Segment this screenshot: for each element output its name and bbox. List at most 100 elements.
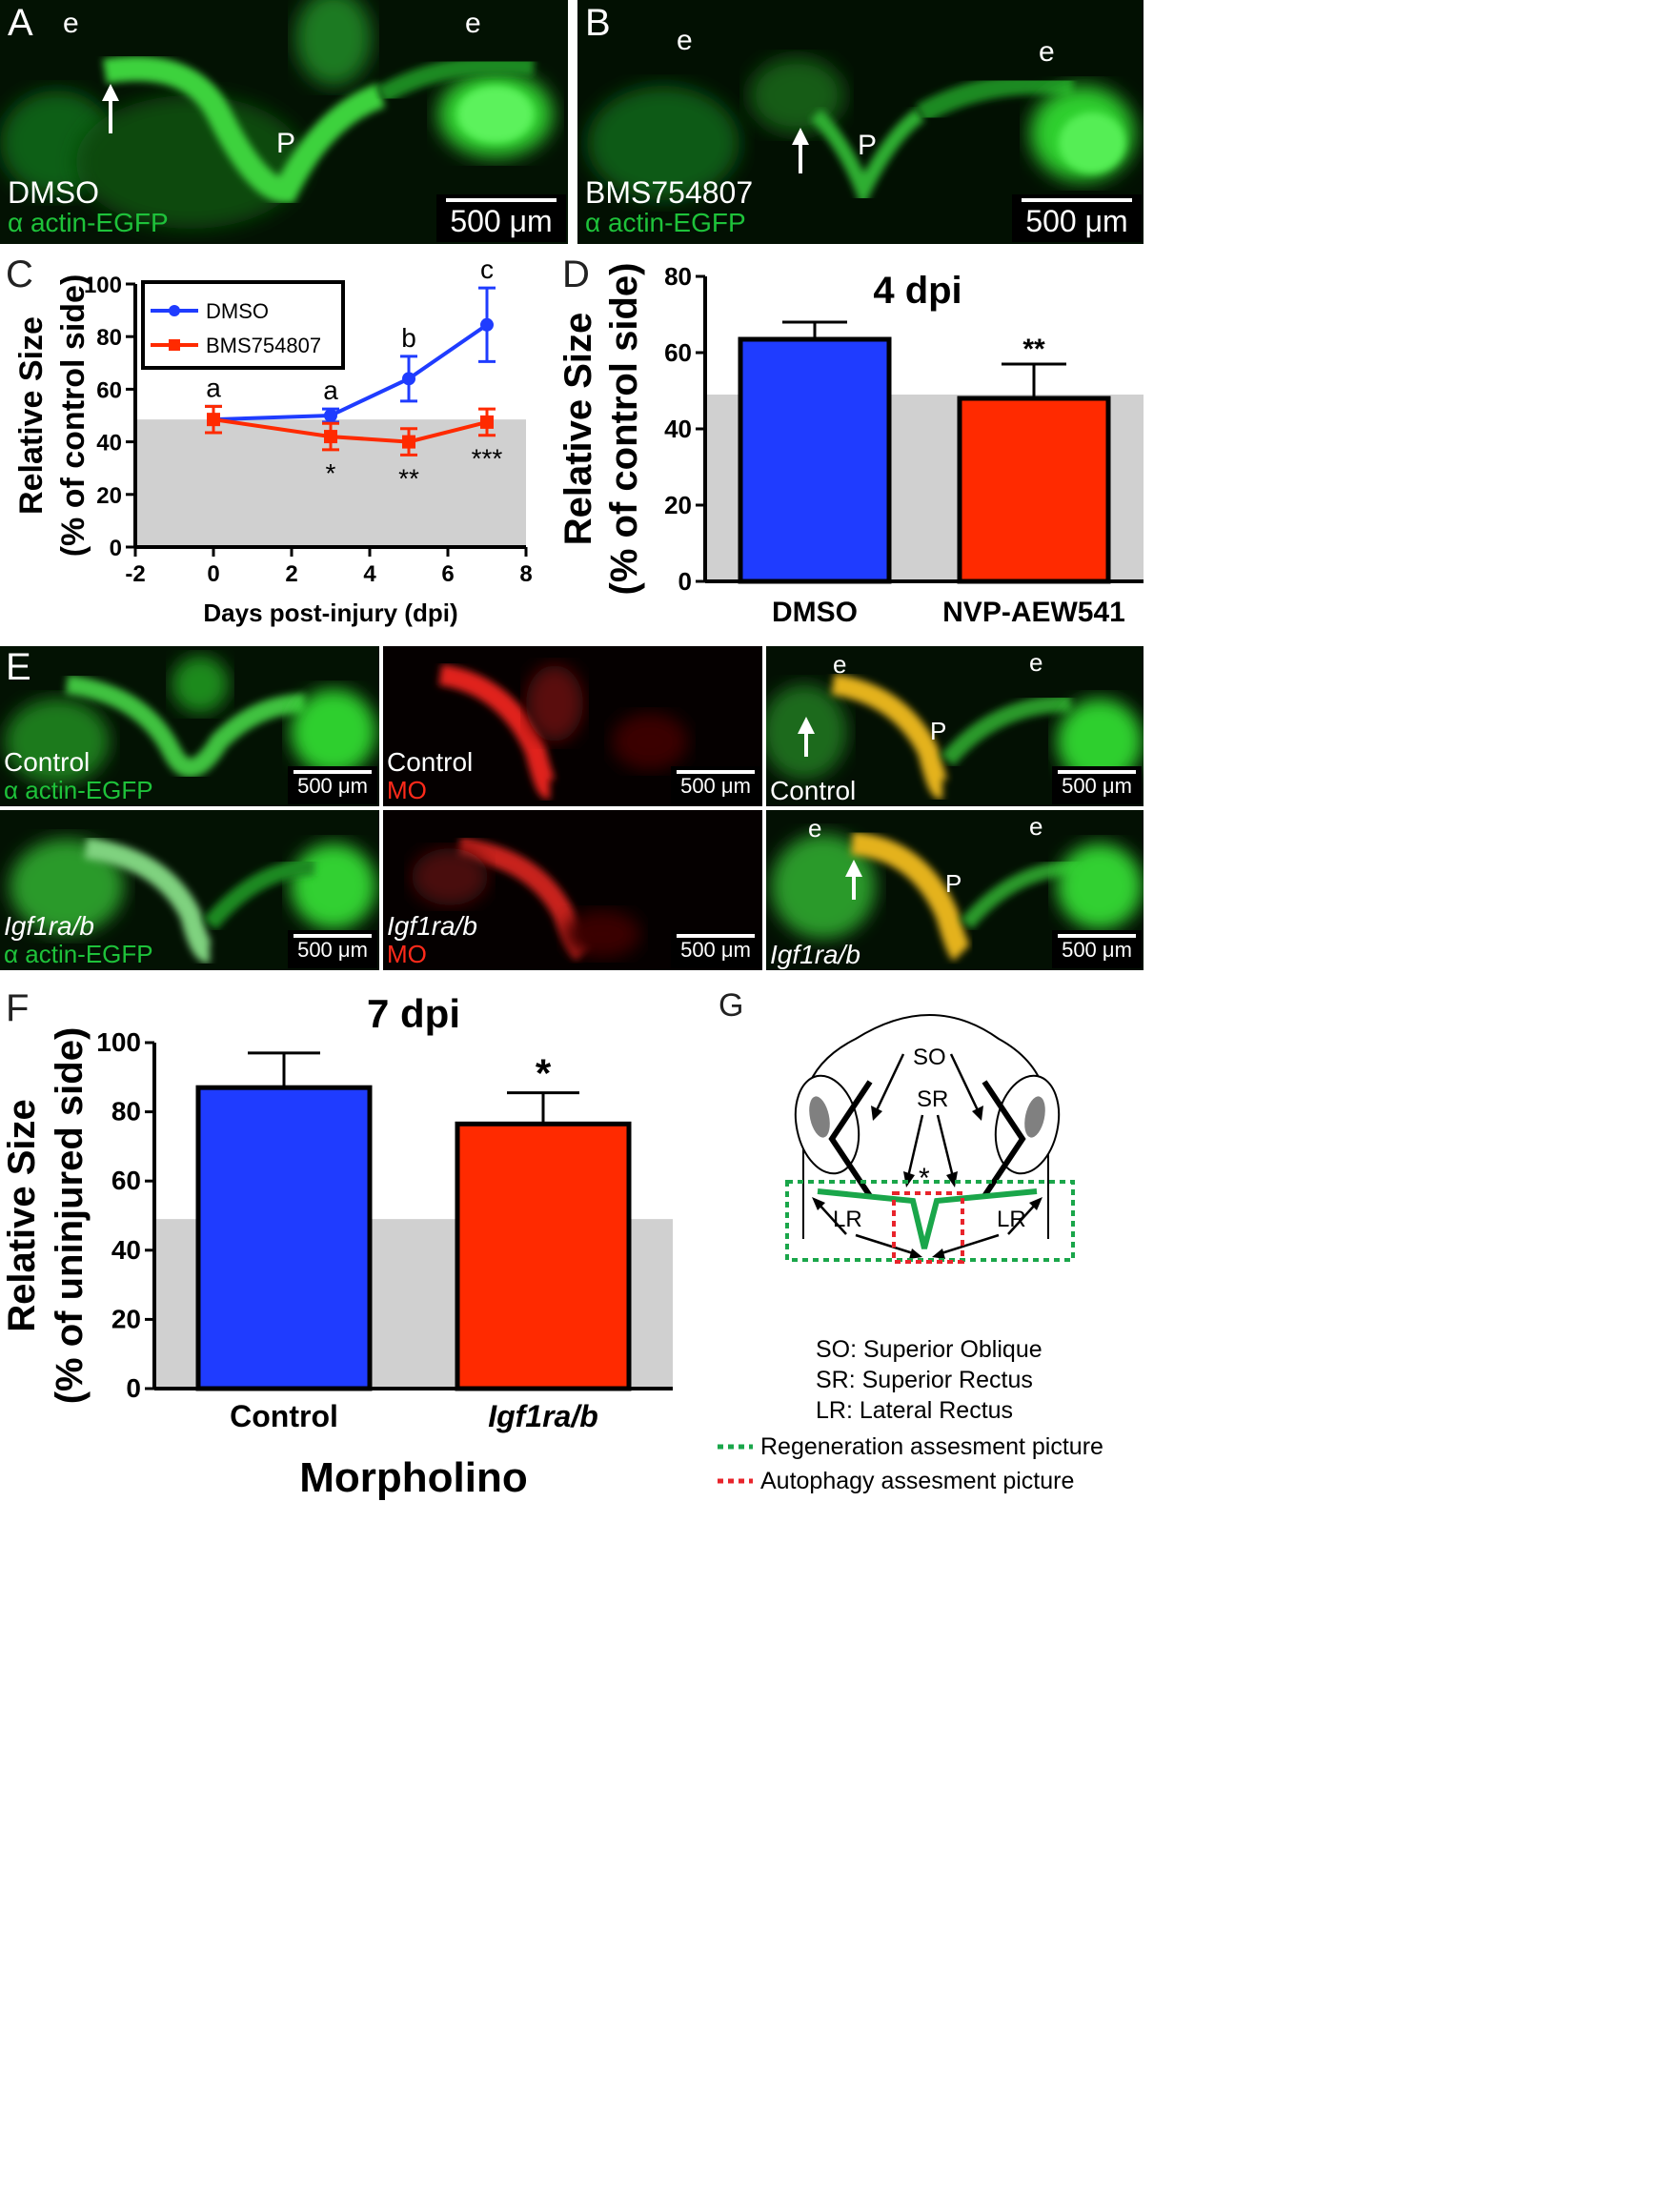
treatment-label: BMS754807: [585, 175, 754, 210]
eye-mark: e: [677, 25, 693, 56]
scale-bar-label: 500 μm: [1062, 774, 1132, 798]
y-axis-label: Relative Size: [557, 313, 599, 546]
significance-marker: **: [1022, 334, 1045, 365]
y-tick-label: 60: [96, 377, 122, 403]
group-label: Igf1ra/b: [387, 911, 477, 941]
series-line: [213, 417, 488, 444]
panel-d: D 0 20 40 60 80 DMSO ** NVP-AEW541 4 dpi Relative…: [557, 250, 1144, 640]
scale-bar: 500 μm: [1052, 766, 1142, 804]
micrograph-image: [766, 810, 1144, 970]
eye-mark: e: [833, 650, 847, 679]
eye-mark: e: [808, 814, 822, 842]
micrograph-e-control-mo: Control MO 500 μm: [383, 646, 762, 806]
y-tick-label: 100: [84, 273, 122, 298]
y-tick-label: 0: [110, 536, 122, 561]
x-tick-label: 8: [519, 561, 532, 587]
left-pupil: [809, 1096, 830, 1138]
significance-marker: *: [326, 458, 336, 488]
scale-bar: 500 μm: [671, 766, 760, 804]
reporter-label: α actin-EGFP: [8, 208, 169, 237]
scale-bar-label: 500 μm: [297, 938, 368, 962]
legend-marker: [169, 305, 180, 316]
injury-star: *: [919, 1163, 930, 1194]
micrograph-a-image: [0, 0, 568, 244]
bar: [738, 336, 892, 584]
y-tick-label: 40: [664, 415, 692, 443]
pulley-mark: P: [930, 717, 947, 745]
scale-bar-label: 500 μm: [1025, 204, 1128, 238]
micrograph-e-igf1rab-merge: e e P Igf1ra/b 500 μm: [766, 810, 1144, 970]
data-point: [402, 372, 415, 386]
x-tick-label: 2: [285, 561, 297, 587]
micrograph-image: [766, 646, 1144, 806]
micrograph-a: A e e P DMSO α actin-EGFP 500 μm: [0, 0, 568, 244]
panel-c-letter: C: [6, 254, 33, 295]
lr-label-left: LR: [833, 1207, 862, 1232]
eye-mark: e: [1029, 648, 1043, 677]
micrograph-b: B e e P BMS754807 α actin-EGFP 500 μm: [577, 0, 1144, 244]
panel-e: E Control α actin-EGFP 500 μm Control MO…: [0, 646, 1144, 970]
significance-marker: **: [398, 463, 419, 493]
x-tick-label: 0: [207, 561, 219, 587]
data-point: [207, 413, 220, 427]
pulley-mark: P: [945, 869, 962, 898]
x-tick-label: -2: [125, 561, 145, 587]
scale-bar: 500 μm: [1012, 194, 1142, 242]
scale-bar: 500 μm: [288, 766, 377, 804]
group-label: Igf1ra/b: [770, 940, 860, 969]
data-point: [324, 409, 337, 422]
chart-f: 0 20 40 60 80 100 Control * Igf1ra/b 7 dpi Relativ…: [1, 991, 673, 1501]
significance-letter: c: [480, 254, 494, 284]
x-tick-label: 6: [441, 561, 454, 587]
reporter-label: α actin-EGFP: [4, 940, 153, 968]
scale-bar: 500 μm: [1052, 930, 1142, 968]
y-tick-label: 40: [111, 1235, 141, 1265]
group-label: Igf1ra/b: [4, 911, 94, 941]
y-tick-label: 100: [96, 1027, 141, 1057]
data-point: [480, 415, 494, 429]
y-tick-label: 80: [111, 1097, 141, 1126]
data-point: [324, 430, 337, 444]
group-label: Control: [4, 747, 91, 777]
eye-mark: e: [1029, 812, 1043, 841]
panel-g-letter: G: [719, 987, 744, 1024]
y-axis-label: (% of uninjured side): [49, 1027, 91, 1405]
bar: [455, 1121, 632, 1391]
series-line: [213, 323, 489, 422]
y-tick-label: 80: [664, 262, 692, 291]
eye-mark: e: [63, 8, 79, 39]
y-tick-label: 0: [678, 567, 692, 596]
group-label: Control: [387, 747, 474, 777]
panel-c: C 0 20 40 60 80 100 -2 0 2 4 6 8 Days post-injury (d…: [0, 250, 562, 631]
significance-marker: ***: [472, 444, 503, 474]
legend-box: [141, 280, 345, 370]
scale-bar-label: 500 μm: [450, 204, 553, 238]
eye-mark: e: [1039, 36, 1055, 68]
key-sr: SR: Superior Rectus: [816, 1367, 1033, 1393]
y-tick-label: 0: [126, 1373, 141, 1403]
data-point: [402, 435, 415, 449]
key-so: SO: Superior Oblique: [816, 1336, 1042, 1363]
category-label: Control: [230, 1399, 338, 1433]
y-tick-label: 20: [664, 491, 692, 519]
panel-d-letter: D: [562, 254, 590, 295]
x-tick-label: 4: [363, 561, 376, 587]
scale-bar-label: 500 μm: [1062, 938, 1132, 962]
legend-label: BMS754807: [206, 334, 321, 357]
significance-letter: a: [206, 373, 221, 402]
y-tick-label: 20: [96, 483, 122, 509]
y-tick-label: 20: [111, 1304, 141, 1333]
y-tick-label: 60: [664, 338, 692, 367]
scale-bar-label: 500 μm: [297, 774, 368, 798]
eye-mark: e: [465, 8, 481, 39]
significance-letter: b: [401, 323, 416, 353]
micrograph-image: [383, 646, 762, 806]
group-label: Control: [770, 776, 857, 805]
y-tick-label: 60: [111, 1166, 141, 1195]
micrograph-e-control-merge: e e P Control 500 μm: [766, 646, 1144, 806]
micrograph-e-igf1rab-mo: Igf1ra/b MO 500 μm: [383, 810, 762, 970]
pulley-mark: P: [276, 128, 296, 159]
chart-title: 7 dpi: [367, 991, 460, 1036]
morpholino-label: MO: [387, 776, 427, 804]
